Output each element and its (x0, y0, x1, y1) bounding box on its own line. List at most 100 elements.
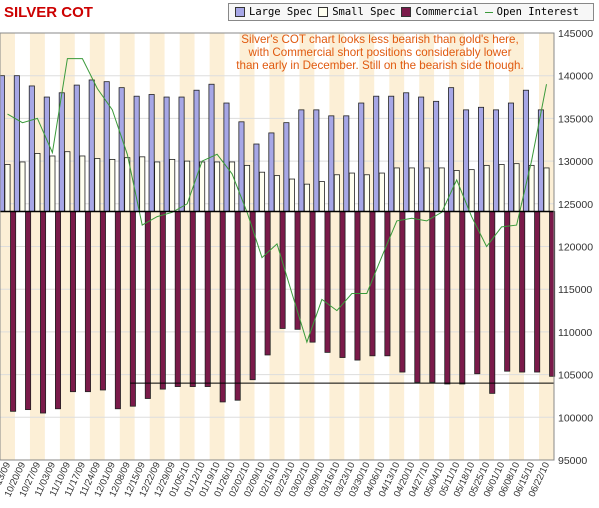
annotation-line: with Commercial short positions consider… (248, 46, 512, 59)
bar-large-spec (433, 100, 440, 212)
legend-label-large-spec: Large Spec (249, 6, 313, 18)
bar-small-spec (154, 161, 161, 212)
bar-commercial (429, 211, 436, 383)
bar-large-spec (163, 96, 170, 212)
y-tick-label: 95000 (558, 455, 587, 467)
y-tick-label: 125000 (558, 199, 593, 211)
bar-large-spec (178, 96, 185, 212)
bar-large-spec (507, 102, 514, 212)
bar-commercial (354, 211, 361, 361)
bar-small-spec (109, 158, 116, 212)
bar-commercial (474, 211, 481, 375)
bar-large-spec (418, 96, 425, 212)
bar-small-spec (64, 151, 71, 212)
legend: Large Spec Small Spec Commercial Open In… (228, 3, 594, 21)
bar-small-spec (498, 164, 505, 212)
x-tick-labels: 10/13/0910/20/0910/27/0911/03/0911/10/09… (0, 461, 552, 499)
legend-label-open-interest: Open Interest (496, 6, 579, 18)
bar-commercial (84, 211, 91, 393)
bar-large-spec (133, 95, 140, 212)
bar-small-spec (199, 161, 206, 212)
bar-large-spec (298, 109, 305, 212)
bar-large-spec (492, 109, 499, 212)
bar-small-spec (303, 183, 310, 212)
bar-small-spec (49, 155, 56, 212)
bar-large-spec (13, 75, 20, 212)
y-tick-label: 110000 (558, 327, 592, 339)
bar-commercial (309, 211, 316, 343)
legend-item-small-spec: Small Spec (318, 6, 395, 18)
bar-small-spec (318, 181, 325, 212)
bar-large-spec (403, 92, 410, 212)
bar-small-spec (139, 156, 146, 212)
bar-small-spec (423, 167, 430, 212)
bar-large-spec (283, 122, 290, 212)
bar-small-spec (363, 174, 370, 212)
bar-small-spec (214, 161, 221, 212)
bar-small-spec (288, 178, 295, 212)
bar-large-spec (208, 83, 215, 212)
bar-small-spec (438, 167, 445, 212)
bar-commercial (144, 211, 151, 399)
bar-large-spec (118, 87, 125, 212)
bar-large-spec (193, 89, 200, 212)
bar-commercial (174, 211, 181, 387)
bar-small-spec (453, 170, 460, 212)
legend-item-open-interest: Open Interest (484, 6, 579, 18)
bar-commercial (69, 211, 76, 393)
legend-swatch-small-spec (318, 7, 329, 17)
legend-item-commercial: Commercial (401, 6, 479, 18)
bar-small-spec (124, 157, 131, 212)
chart-title: SILVER COT (4, 4, 93, 21)
bar-large-spec (373, 95, 380, 212)
bar-commercial (264, 211, 271, 356)
bar-large-spec (358, 102, 365, 212)
bar-large-spec (88, 79, 95, 212)
bar-large-spec (58, 92, 65, 212)
legend-swatch-open-interest (484, 11, 493, 13)
bar-large-spec (537, 109, 544, 212)
y-tick-label: 100000 (558, 412, 593, 424)
bar-commercial (384, 211, 391, 357)
bar-small-spec (4, 164, 11, 212)
bars (0, 75, 556, 414)
bar-commercial (25, 211, 32, 411)
bar-small-spec (34, 153, 41, 212)
bar-commercial (519, 211, 526, 373)
line-open-interest (7, 58, 547, 344)
bar-large-spec (343, 115, 350, 212)
bar-commercial (114, 211, 121, 410)
y-tick-label: 105000 (558, 370, 593, 382)
annotation-line: than early in December. Still on the bea… (236, 59, 524, 72)
bar-commercial (414, 211, 421, 383)
bar-small-spec (528, 164, 535, 212)
bar-small-spec (348, 172, 355, 212)
annotation-line: Silver's COT chart looks less bearish th… (241, 33, 519, 46)
legend-swatch-commercial (401, 7, 412, 17)
legend-label-commercial: Commercial (415, 6, 479, 18)
bar-commercial (399, 211, 406, 373)
bar-commercial (534, 211, 541, 373)
bar-small-spec (378, 172, 385, 212)
bar-large-spec (148, 94, 155, 212)
y-tick-labels: 95000 100000 105000 110000 115000 120000 12500… (558, 28, 593, 467)
bar-small-spec (79, 155, 86, 212)
y-tick-label: 115000 (558, 284, 592, 296)
legend-label-small-spec: Small Spec (332, 6, 396, 18)
bar-commercial (55, 211, 62, 410)
bar-commercial (459, 211, 466, 385)
bar-large-spec (0, 75, 5, 212)
bar-commercial (219, 211, 226, 403)
legend-swatch-large-spec (235, 7, 245, 17)
bar-commercial (99, 211, 106, 391)
bar-small-spec (19, 161, 26, 212)
bar-large-spec (28, 85, 35, 212)
bar-commercial (249, 211, 256, 381)
bar-small-spec (333, 174, 340, 212)
bar-small-spec (408, 167, 415, 212)
bar-commercial (40, 211, 47, 414)
bar-large-spec (43, 96, 50, 212)
bar-commercial (189, 211, 196, 387)
